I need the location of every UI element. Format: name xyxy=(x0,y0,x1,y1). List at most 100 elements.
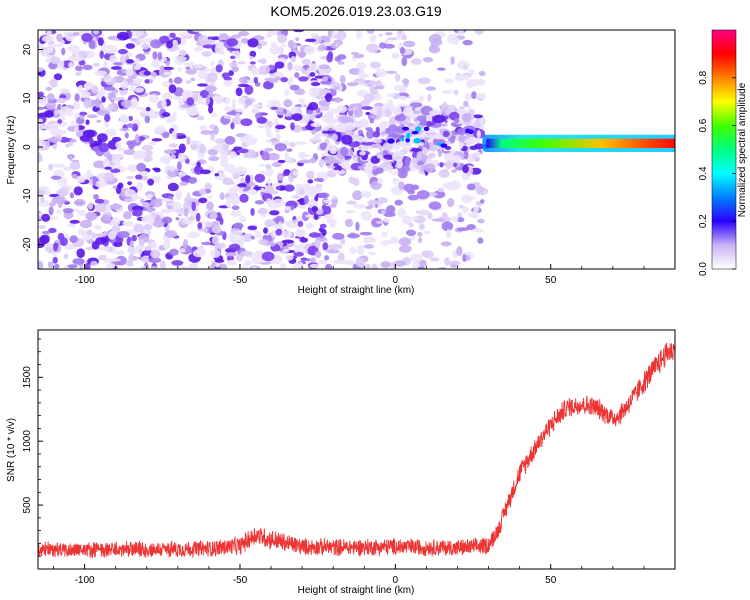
spectrogram-blob xyxy=(69,219,80,224)
spectrogram-blob xyxy=(269,45,282,55)
spectrogram-blob xyxy=(315,96,325,100)
spectrogram-blob xyxy=(318,192,330,199)
spectrogram-blob xyxy=(409,102,423,108)
spectrogram-blob xyxy=(244,260,253,266)
spectrogram-y-tick-label: -10 xyxy=(22,188,33,203)
spectrogram-blob xyxy=(124,189,136,198)
spectrogram-blob xyxy=(327,165,336,169)
spectrogram-blob xyxy=(159,260,167,269)
spectrogram-blob xyxy=(175,266,189,269)
spectrogram-blob xyxy=(356,135,364,143)
spectrogram-blob xyxy=(163,149,177,155)
spectrogram-blob xyxy=(147,178,154,186)
spectrogram-blob xyxy=(384,164,394,173)
spectrogram-blob xyxy=(409,147,422,152)
spectrogram-blob xyxy=(404,157,411,167)
spectrogram-blob xyxy=(41,35,55,43)
spectrogram-blob xyxy=(69,138,77,143)
spectrogram-blob xyxy=(85,212,98,221)
spectrogram-blob xyxy=(104,128,117,137)
spectrogram-blob xyxy=(231,66,240,73)
spectrogram-blob xyxy=(207,195,214,199)
spectrogram-blob xyxy=(324,92,333,102)
spectrogram-blob xyxy=(318,158,325,168)
spectrogram-blob xyxy=(225,252,237,257)
spectrogram-blob xyxy=(119,116,130,123)
colorbar-ramp xyxy=(711,29,737,270)
spectrogram-blob xyxy=(138,170,149,176)
spectrogram-blob xyxy=(94,98,101,108)
spectrogram-blob xyxy=(128,115,133,121)
spectrogram-blob xyxy=(59,88,71,94)
spectrogram-x-tick-label: -100 xyxy=(75,275,95,286)
spectrogram-blob xyxy=(356,62,367,70)
spectrogram-blob xyxy=(318,88,331,95)
spectrogram-blob xyxy=(370,88,378,95)
spectrogram-blob xyxy=(353,203,366,209)
spectrogram-blob xyxy=(441,123,448,127)
spectrogram-blob xyxy=(430,257,440,262)
spectrogram-y-label: Frequency (Hz) xyxy=(6,116,17,185)
spectrogram-blob xyxy=(397,30,403,35)
spectrogram-blob xyxy=(247,38,259,48)
spectrogram-blob xyxy=(309,263,320,269)
spectrogram-blob xyxy=(265,167,274,177)
spectrogram-blob xyxy=(212,144,224,151)
spectrogram-blob xyxy=(38,260,44,269)
spectrogram-blob xyxy=(53,195,66,204)
spectrogram-blob xyxy=(317,44,327,51)
spectrogram-blob xyxy=(308,102,319,111)
spectrogram-blob xyxy=(437,149,443,158)
spectrogram-blob xyxy=(211,36,221,41)
spectrogram-blob xyxy=(38,66,44,72)
spectrogram-blob xyxy=(281,239,294,244)
spectrogram-blob xyxy=(125,59,134,64)
spectrogram-blob xyxy=(428,201,442,210)
spectrogram-blob xyxy=(462,206,469,214)
spectrogram-blob xyxy=(49,201,56,207)
spectrogram-blob xyxy=(427,93,432,102)
spectrogram-blob xyxy=(432,190,446,199)
spectrogram-blob xyxy=(287,76,294,87)
spectrogram-blob xyxy=(117,48,128,55)
spectrogram-blob xyxy=(403,106,414,116)
spectrogram-blob xyxy=(212,235,219,245)
spectrogram-blob xyxy=(48,216,59,220)
spectrogram-blob xyxy=(178,97,184,106)
spectrogram-blob xyxy=(251,266,257,269)
spectrogram-blob xyxy=(363,165,370,174)
spectrogram-blob xyxy=(148,93,159,103)
spectrogram-blob xyxy=(386,205,396,214)
spectrogram-blob xyxy=(145,106,151,112)
spectrogram-blob xyxy=(464,93,472,101)
snr-y-tick-label: 1000 xyxy=(22,430,33,453)
spectrogram-blob xyxy=(237,148,249,154)
spectrogram-blob xyxy=(314,195,319,202)
spectrogram-blob xyxy=(385,70,397,74)
spectrogram-blob xyxy=(212,94,224,102)
spectrogram-blob xyxy=(291,113,303,121)
spectrogram-blob xyxy=(161,92,173,102)
spectrogram-blob xyxy=(324,255,330,261)
spectrogram-blob xyxy=(380,261,391,269)
spectrogram-blob xyxy=(240,250,253,257)
spectrogram-blob xyxy=(104,166,112,170)
spectrogram-blob xyxy=(257,207,268,215)
spectrogram-blob xyxy=(226,255,235,262)
spectrogram-blob xyxy=(97,37,104,46)
spectrogram-blob xyxy=(175,217,180,221)
colorbar-tick-label: 0.4 xyxy=(698,166,709,180)
spectrogram-blob xyxy=(247,225,258,231)
spectrogram-blob xyxy=(53,242,58,252)
spectrogram-blob xyxy=(117,182,124,189)
spectrogram-blob xyxy=(263,227,268,234)
spectrogram-blob xyxy=(274,61,285,69)
spectrogram-blob xyxy=(337,252,345,263)
spectrogram-blob xyxy=(287,40,295,49)
spectrogram-blob xyxy=(184,91,195,96)
chart-title: KOM5.2026.019.23.03.G19 xyxy=(270,3,441,19)
spectrogram-blob xyxy=(143,70,152,76)
spectrogram-blob xyxy=(163,71,173,76)
spectrogram-blob xyxy=(426,120,433,128)
spectrogram-blob xyxy=(167,182,179,192)
